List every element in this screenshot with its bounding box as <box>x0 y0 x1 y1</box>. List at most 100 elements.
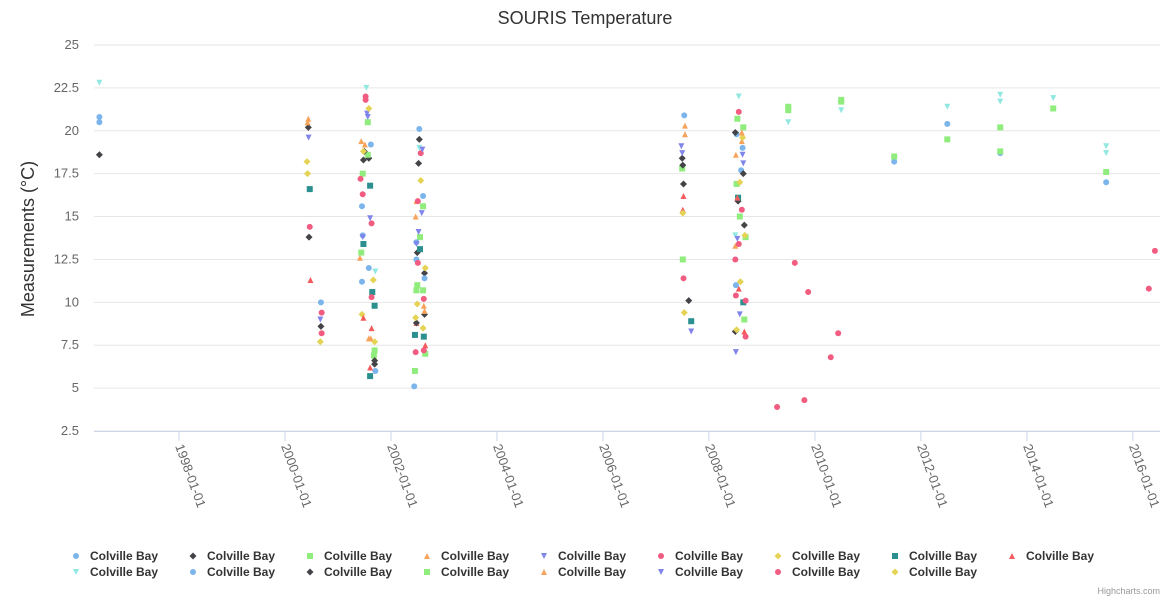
data-point[interactable] <box>739 144 746 151</box>
data-point[interactable] <box>740 124 747 131</box>
data-point[interactable] <box>678 154 686 162</box>
data-point[interactable] <box>1103 143 1110 150</box>
data-point[interactable] <box>944 103 951 110</box>
data-point[interactable] <box>736 311 743 318</box>
data-point[interactable] <box>367 364 374 371</box>
data-point[interactable] <box>774 403 781 410</box>
legend-item[interactable]: Colville Bay <box>424 549 509 563</box>
data-point[interactable] <box>732 282 739 289</box>
data-point[interactable] <box>891 153 898 160</box>
legend-item[interactable]: Colville Bay <box>306 565 393 579</box>
data-point[interactable] <box>731 128 739 136</box>
legend-item[interactable]: Colville Bay <box>658 549 743 563</box>
data-point[interactable] <box>733 180 740 187</box>
data-point[interactable] <box>891 158 898 165</box>
data-point[interactable] <box>679 209 687 217</box>
data-point[interactable] <box>1050 95 1057 102</box>
data-point[interactable] <box>679 165 686 172</box>
data-point[interactable] <box>997 148 1004 155</box>
data-point[interactable] <box>367 141 374 148</box>
data-point[interactable] <box>739 134 747 142</box>
data-point[interactable] <box>736 278 744 286</box>
data-point[interactable] <box>359 147 367 155</box>
data-point[interactable] <box>997 91 1004 98</box>
data-point[interactable] <box>412 319 420 327</box>
legend-item[interactable]: Colville Bay <box>73 549 158 563</box>
data-point[interactable] <box>680 192 687 199</box>
data-point[interactable] <box>304 170 312 178</box>
data-point[interactable] <box>681 131 688 138</box>
data-point[interactable] <box>414 259 421 266</box>
legend-item[interactable]: Colville Bay <box>424 565 509 579</box>
data-point[interactable] <box>417 246 424 253</box>
legend-item[interactable]: Colville Bay <box>775 565 860 579</box>
data-point[interactable] <box>421 269 429 277</box>
legend-item[interactable]: Colville Bay <box>1009 549 1094 563</box>
data-point[interactable] <box>678 143 685 150</box>
data-point[interactable] <box>412 314 420 322</box>
data-point[interactable] <box>306 223 313 230</box>
data-point[interactable] <box>419 324 427 332</box>
data-point[interactable] <box>805 289 812 296</box>
legend-item[interactable]: Colville Bay <box>774 549 861 563</box>
data-point[interactable] <box>416 144 423 151</box>
data-point[interactable] <box>364 119 371 126</box>
data-point[interactable] <box>305 233 313 241</box>
data-point[interactable] <box>422 342 429 349</box>
data-point[interactable] <box>734 235 741 242</box>
data-point[interactable] <box>741 328 748 335</box>
data-point[interactable] <box>303 158 311 166</box>
data-point[interactable] <box>368 220 375 227</box>
data-point[interactable] <box>1151 247 1158 254</box>
legend-item[interactable]: Colville Bay <box>190 565 275 579</box>
legend-item[interactable]: Colville Bay <box>189 549 276 563</box>
data-point[interactable] <box>372 367 379 374</box>
data-point[interactable] <box>420 287 427 294</box>
data-point[interactable] <box>359 156 367 164</box>
data-point[interactable] <box>306 186 313 193</box>
data-point[interactable] <box>732 151 739 158</box>
data-point[interactable] <box>417 234 424 241</box>
data-point[interactable] <box>685 297 693 305</box>
data-point[interactable] <box>785 103 792 110</box>
data-point[interactable] <box>1103 150 1110 157</box>
data-point[interactable] <box>735 108 742 115</box>
data-point[interactable] <box>739 170 747 178</box>
data-point[interactable] <box>304 119 311 126</box>
data-point[interactable] <box>680 180 688 188</box>
legend-item[interactable]: Colville Bay <box>73 565 158 579</box>
data-point[interactable] <box>364 110 371 117</box>
data-point[interactable] <box>359 234 366 241</box>
data-point[interactable] <box>838 98 845 105</box>
data-point[interactable] <box>944 120 951 127</box>
data-point[interactable] <box>1103 168 1110 175</box>
data-point[interactable] <box>421 264 429 272</box>
legend-item[interactable]: Colville Bay <box>658 565 743 579</box>
data-point[interactable] <box>371 357 379 365</box>
data-point[interactable] <box>681 112 688 119</box>
data-point[interactable] <box>1145 285 1152 292</box>
data-point[interactable] <box>304 123 312 131</box>
data-point[interactable] <box>305 115 312 122</box>
data-point[interactable] <box>734 194 741 201</box>
data-point[interactable] <box>96 114 103 121</box>
data-point[interactable] <box>413 300 421 308</box>
data-point[interactable] <box>420 302 427 309</box>
data-point[interactable] <box>734 115 741 122</box>
data-point[interactable] <box>368 325 375 332</box>
data-point[interactable] <box>411 367 418 374</box>
data-point[interactable] <box>305 134 312 141</box>
data-point[interactable] <box>738 129 745 136</box>
data-point[interactable] <box>835 330 842 337</box>
data-point[interactable] <box>791 259 798 266</box>
data-point[interactable] <box>372 268 379 275</box>
data-point[interactable] <box>735 241 742 248</box>
data-point[interactable] <box>732 256 739 263</box>
credits-link[interactable]: Highcharts.com <box>1097 586 1160 596</box>
data-point[interactable] <box>740 160 747 167</box>
data-point[interactable] <box>317 299 324 306</box>
data-point[interactable] <box>412 349 419 356</box>
data-point[interactable] <box>307 277 314 284</box>
data-point[interactable] <box>371 338 379 346</box>
data-point[interactable] <box>420 333 427 340</box>
